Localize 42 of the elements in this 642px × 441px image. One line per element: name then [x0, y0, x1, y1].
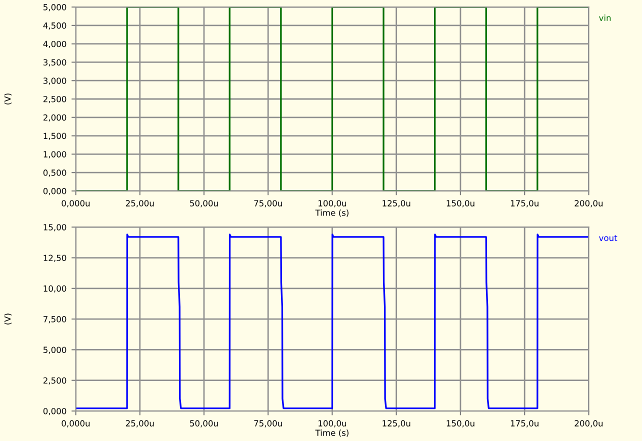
- y-tick-label: 2,500: [43, 377, 66, 384]
- x-tick-label: 200,0u: [574, 200, 603, 208]
- x-tick-label: 25,00u: [126, 200, 154, 208]
- y-tick-label: 3,000: [44, 78, 66, 85]
- y-tick-label: 10,00: [44, 285, 66, 293]
- x-axis-title: Time (s): [315, 209, 348, 217]
- y-tick-label: 2,000: [43, 114, 66, 122]
- y-axis-title: (V): [4, 314, 12, 324]
- x-tick-label: 175,0u: [510, 200, 538, 208]
- x-tick-label: 175,0u: [510, 420, 538, 428]
- y-tick-label: 15,00: [44, 224, 66, 232]
- x-tick-label: 50,00u: [190, 200, 218, 208]
- x-tick-label: 200,0u: [574, 420, 603, 428]
- y-tick-label: 1,500: [44, 132, 66, 140]
- x-axis-title: Time (s): [315, 429, 348, 437]
- x-tick-label: 150,0u: [446, 420, 474, 428]
- y-tick-label: 12,50: [44, 254, 66, 262]
- y-tick-label: 4,500: [43, 22, 66, 30]
- x-tick-label: 0,000u: [62, 420, 90, 428]
- x-tick-label: 50,00u: [190, 420, 218, 428]
- y-tick-label: 7,500: [44, 316, 66, 324]
- x-tick-label: 75,00u: [254, 420, 282, 428]
- x-tick-label: 75,00u: [254, 200, 282, 208]
- y-tick-label: 5,000: [44, 4, 66, 12]
- y-tick-label: 2,500: [43, 96, 66, 104]
- series-label: vin: [599, 14, 611, 21]
- y-axis-title: (V): [4, 94, 12, 104]
- x-tick-label: 100,0u: [318, 420, 346, 428]
- x-tick-label: 125,0u: [382, 420, 410, 428]
- x-tick-label: 125,0u: [382, 200, 410, 208]
- x-tick-label: 100,0u: [318, 200, 346, 208]
- y-tick-label: 0,000: [43, 188, 66, 196]
- y-tick-label: 3,500: [44, 59, 66, 66]
- y-tick-label: 0,500: [43, 170, 66, 177]
- y-tick-label: 4,000: [43, 40, 66, 48]
- y-tick-label: 1,000: [44, 151, 66, 158]
- x-tick-label: 25,00u: [126, 420, 154, 428]
- y-tick-label: 5,000: [44, 346, 66, 354]
- series-label: vout: [599, 235, 618, 242]
- x-tick-label: 0,000u: [62, 200, 90, 208]
- x-tick-label: 150,0u: [446, 200, 474, 208]
- y-tick-label: 0,000: [43, 408, 66, 416]
